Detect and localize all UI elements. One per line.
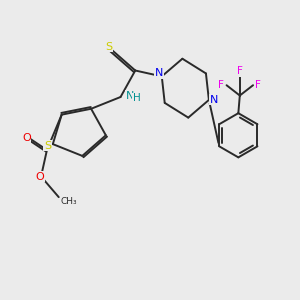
Text: N: N [126, 91, 134, 100]
Text: N: N [154, 68, 163, 78]
Text: O: O [22, 133, 31, 143]
Text: N: N [210, 95, 218, 105]
Text: S: S [105, 42, 112, 52]
Text: O: O [35, 172, 44, 182]
Text: F: F [218, 80, 224, 90]
Text: F: F [237, 66, 243, 76]
Text: H: H [133, 94, 141, 103]
Text: S: S [44, 141, 51, 151]
Text: F: F [255, 80, 261, 90]
Text: CH₃: CH₃ [61, 197, 77, 206]
